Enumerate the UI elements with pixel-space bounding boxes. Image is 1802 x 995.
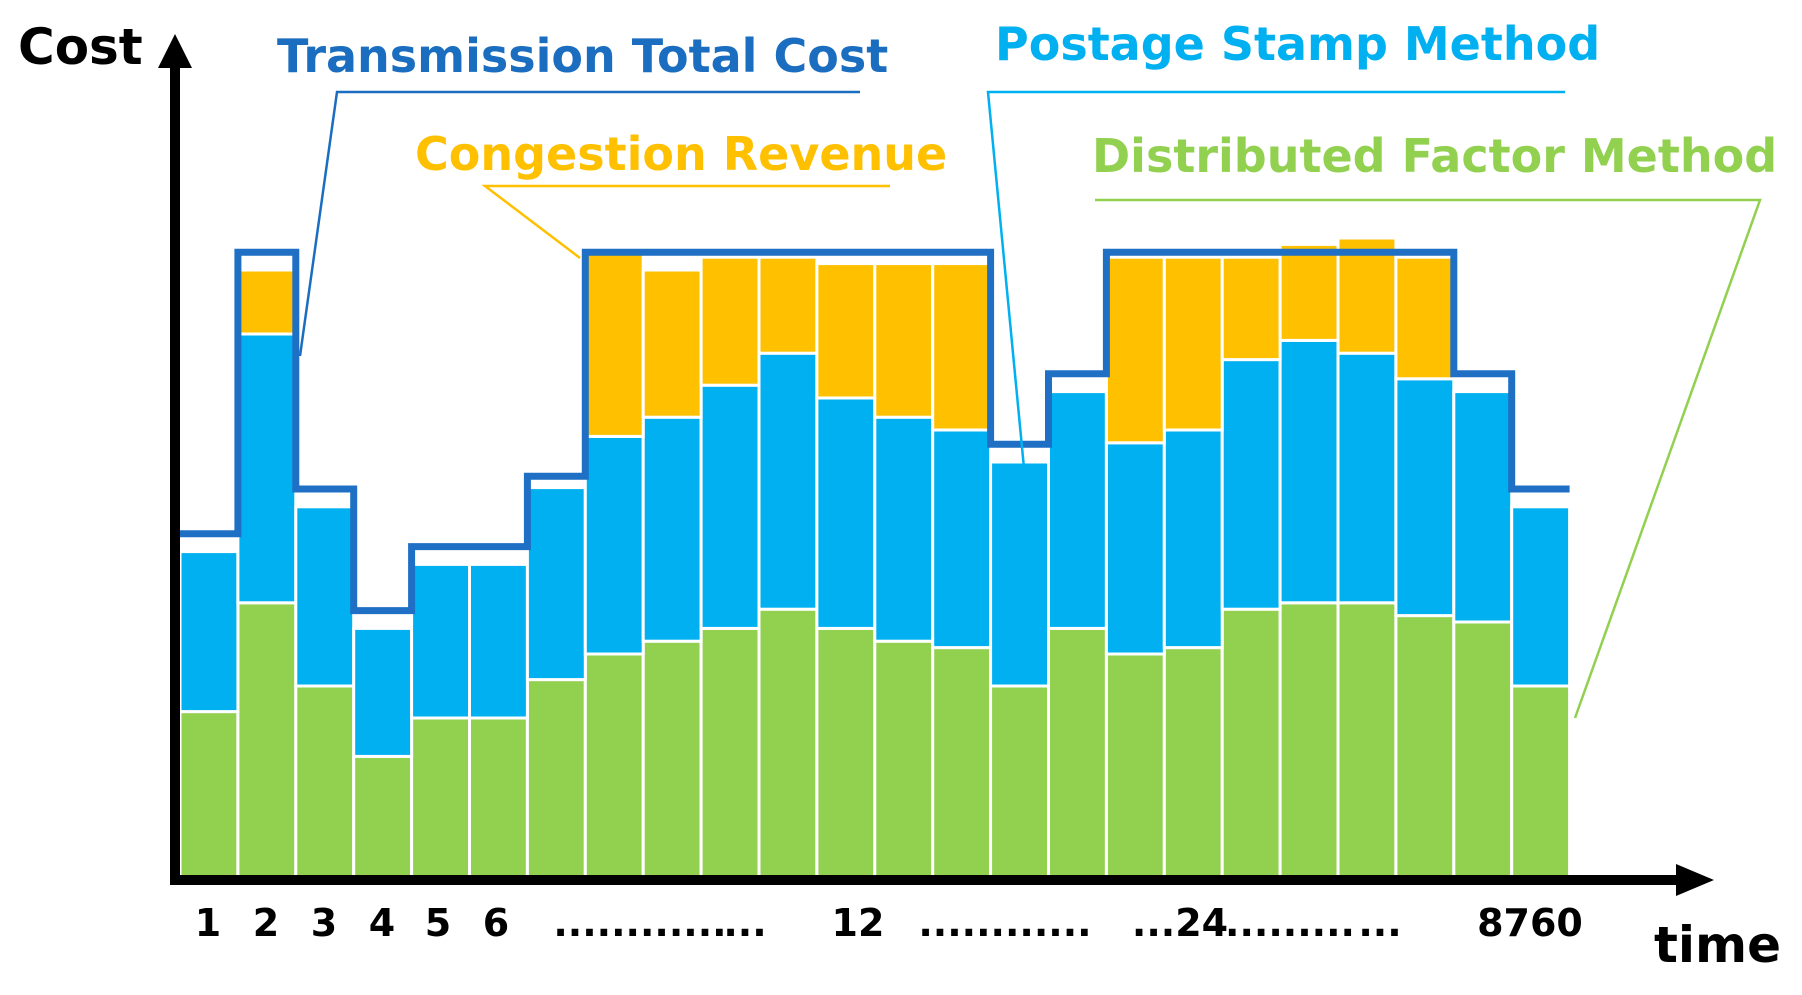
tick-label-2: 2 <box>253 901 279 945</box>
bar-series-2-period-23 <box>1452 390 1514 624</box>
x-axis-label: time <box>1654 916 1781 974</box>
bar-series-3-period-17 <box>1104 255 1166 445</box>
bar-series-1-period-8 <box>583 652 645 880</box>
bar-series-3-period-8 <box>583 249 645 438</box>
bar-series-1-period-7 <box>525 678 587 880</box>
bar-series-2-period-12 <box>815 396 877 630</box>
bars-layer <box>178 236 1572 880</box>
bar-series-3-period-2 <box>236 268 298 336</box>
bar-series-2-period-3 <box>294 505 356 688</box>
bar-series-1-period-21 <box>1336 601 1398 880</box>
bar-series-2-period-21 <box>1336 351 1398 605</box>
bar-series-2-period-15 <box>989 460 1050 688</box>
tick-label-3: 3 <box>311 901 337 945</box>
bar-series-2-period-22 <box>1394 377 1456 618</box>
bar-series-1-period-15 <box>989 684 1050 880</box>
bar-series-1-period-22 <box>1394 614 1456 880</box>
bar-series-1-period-16 <box>1047 626 1108 880</box>
tick-label-1: 1 <box>195 901 221 945</box>
bar-series-2-period-4 <box>352 626 414 758</box>
bar-series-3-period-20 <box>1278 242 1340 342</box>
bar-series-1-period-11 <box>757 607 819 880</box>
bar-series-1-period-3 <box>294 684 356 880</box>
bar-series-1-period-6 <box>468 716 529 880</box>
total-cost-layer <box>180 248 1570 615</box>
bar-series-1-period-18 <box>1162 646 1224 880</box>
tick-label-11: ...24 <box>1132 901 1228 945</box>
bar-series-3-period-9 <box>641 268 703 419</box>
bar-series-1-period-17 <box>1104 652 1166 880</box>
bar-series-2-period-13 <box>873 415 935 643</box>
tick-label-6: 6 <box>483 901 509 945</box>
bar-series-2-period-1 <box>178 550 240 714</box>
bar-series-1-period-14 <box>931 646 993 880</box>
legend-congestion-revenue: Congestion Revenue <box>415 127 947 181</box>
bar-series-2-period-8 <box>583 434 645 656</box>
bar-series-1-period-2 <box>236 601 298 880</box>
bar-series-3-period-22 <box>1394 255 1456 381</box>
total-cost-step-line <box>180 248 1570 615</box>
bar-series-1-period-20 <box>1278 601 1340 880</box>
callout-line-congestion <box>481 184 890 259</box>
bar-series-3-period-14 <box>931 262 993 432</box>
bar-series-3-period-12 <box>815 262 877 400</box>
bar-series-2-period-20 <box>1278 338 1340 605</box>
bar-series-2-period-16 <box>1047 390 1108 630</box>
bar-series-2-period-17 <box>1104 441 1166 656</box>
bar-series-1-period-12 <box>815 626 877 880</box>
axes-layer: Cost time <box>18 18 1781 974</box>
x-axis-arrow <box>1676 864 1714 896</box>
y-axis-label: Cost <box>18 18 143 76</box>
bar-series-3-period-19 <box>1220 255 1282 362</box>
legend-distributed-factor: Distributed Factor Method <box>1092 129 1777 183</box>
bar-series-2-period-2 <box>236 332 298 605</box>
callout-line-distributed-factor <box>1095 198 1762 719</box>
bar-series-1-period-24 <box>1510 684 1572 880</box>
bar-series-2-period-10 <box>699 383 761 630</box>
callout-line-postage-stamp <box>986 90 1565 511</box>
bar-series-2-period-9 <box>641 415 703 643</box>
tick-label-5: 5 <box>425 901 451 945</box>
legend-callouts: Transmission Total Cost Postage Stamp Me… <box>277 17 1777 719</box>
bar-series-1-period-23 <box>1452 620 1514 880</box>
bar-series-2-period-7 <box>525 486 587 682</box>
tick-label-7: ............ <box>553 901 726 945</box>
bar-series-2-period-19 <box>1220 358 1282 611</box>
callout-line-total-cost <box>298 90 860 357</box>
bar-series-1-period-5 <box>410 716 472 880</box>
legend-postage-stamp: Postage Stamp Method <box>995 17 1600 71</box>
bar-series-2-period-11 <box>757 351 819 611</box>
tick-labels: 1 2 3 4 5 6............... 12............ ...24… <box>195 901 1583 945</box>
bar-series-3-period-11 <box>757 255 819 355</box>
tick-label-9: 12 <box>832 901 885 945</box>
bar-series-3-period-13 <box>873 262 935 419</box>
tick-label-12: ......... <box>1225 901 1355 945</box>
tick-label-4: 4 <box>369 901 395 945</box>
bar-series-2-period-14 <box>931 428 993 650</box>
bar-series-1-period-9 <box>641 639 703 880</box>
bar-series-3-period-10 <box>699 255 761 387</box>
bar-series-2-period-24 <box>1510 505 1572 688</box>
tick-label-13: ... <box>1358 901 1401 945</box>
bar-series-1-period-4 <box>352 754 414 880</box>
bar-series-1-period-13 <box>873 639 935 880</box>
tick-label-14: 8760 <box>1477 901 1583 945</box>
bar-series-2-period-5 <box>410 562 472 720</box>
bar-series-2-period-18 <box>1162 428 1224 650</box>
y-axis-arrow <box>158 34 192 68</box>
bar-series-1-period-1 <box>178 710 240 880</box>
bar-series-1-period-19 <box>1220 607 1282 880</box>
bar-series-1-period-10 <box>699 626 761 880</box>
bar-series-3-period-18 <box>1162 255 1224 432</box>
tick-label-8: ... <box>723 901 766 945</box>
bar-series-3-period-21 <box>1336 236 1398 355</box>
tick-label-10: ............ <box>918 901 1091 945</box>
legend-total-cost: Transmission Total Cost <box>277 29 888 83</box>
bar-series-2-period-6 <box>468 562 529 720</box>
